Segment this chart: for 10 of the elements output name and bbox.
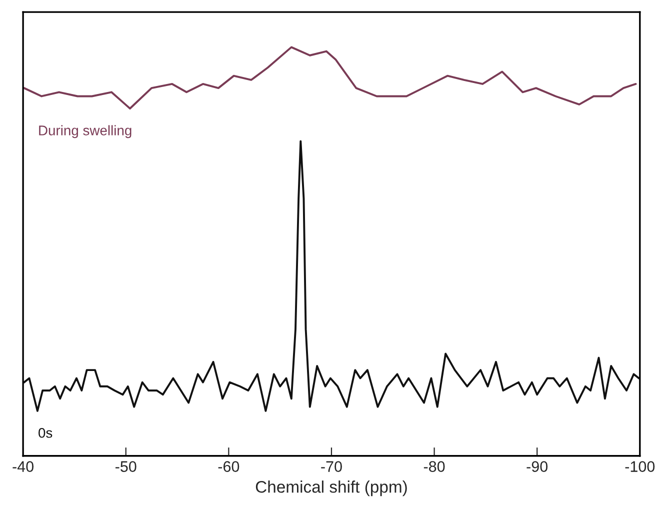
x-tick-label: -50 — [116, 461, 136, 472]
x-tick-label: -90 — [526, 461, 548, 472]
x-axis-title: Chemical shift (ppm) — [256, 480, 407, 496]
x-tick-label: -80 — [424, 461, 445, 472]
x-tick-label: -40 — [12, 461, 34, 472]
x-tick-label: -70 — [321, 461, 342, 472]
series-label: During swelling — [39, 125, 132, 138]
series-label: 0s — [38, 428, 52, 438]
x-tick-label: -60 — [218, 461, 240, 472]
x-tick-label: -100 — [625, 461, 655, 472]
